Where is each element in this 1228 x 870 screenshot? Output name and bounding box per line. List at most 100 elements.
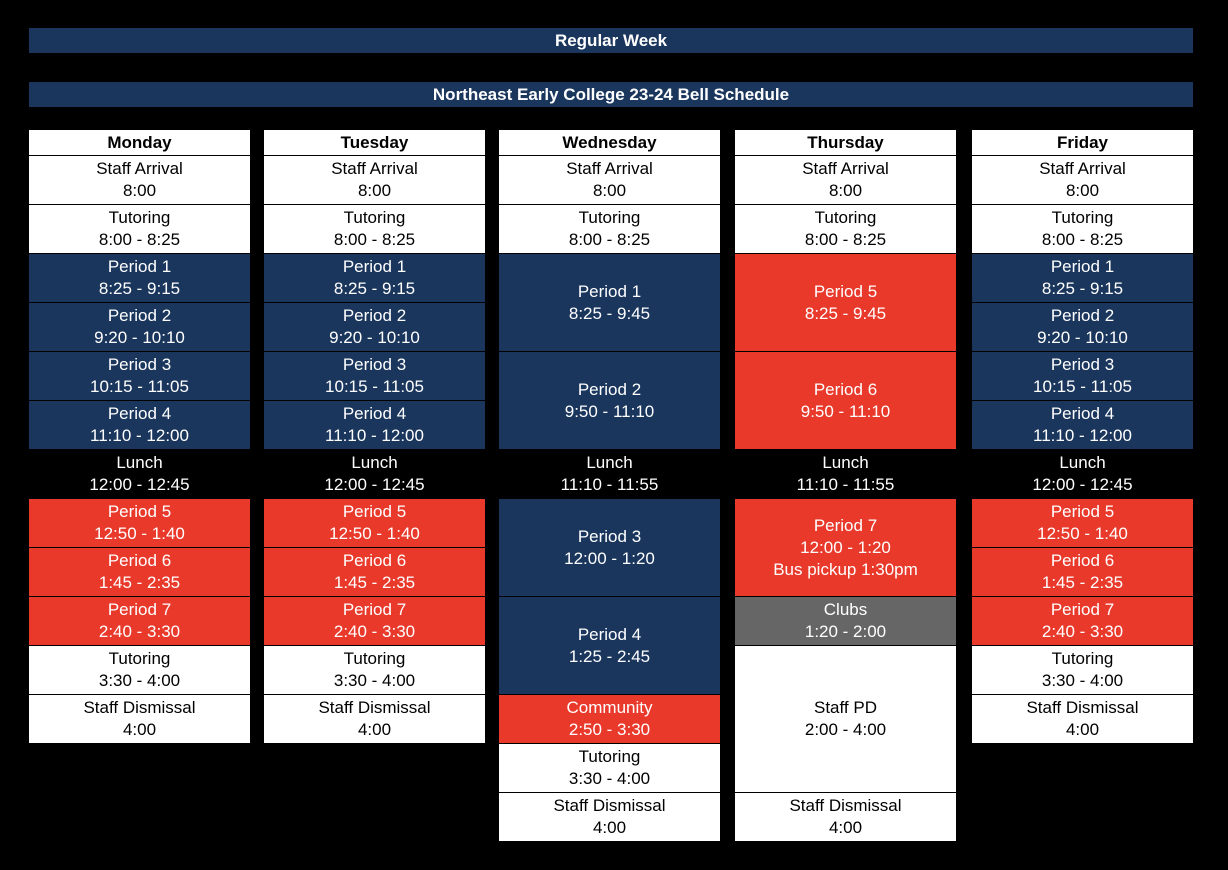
block-time: 8:25 - 9:15 — [333, 279, 416, 298]
block-label: Period 3 — [577, 526, 642, 546]
day-column-tuesday: Tuesday Staff Arrival 8:00 Tutoring 8:00 - 8… — [264, 130, 485, 744]
block-label: Period 3 — [107, 355, 172, 374]
block-time: 8:25 - 9:45 — [804, 303, 887, 323]
block-label: Tutoring — [343, 649, 406, 668]
block-time: 8:00 - 8:25 — [1041, 230, 1124, 249]
block-time: 2:40 - 3:30 — [1041, 622, 1124, 641]
block-time: 8:00 - 8:25 — [98, 230, 181, 249]
schedule-block: Tutoring 8:00 - 8:25 — [29, 205, 250, 254]
block-time: 8:25 - 9:15 — [98, 279, 181, 298]
schedule-block: Period 2 9:20 - 10:10 — [264, 303, 485, 352]
schedule-block: Staff Arrival 8:00 — [264, 156, 485, 205]
block-time: 11:10 - 11:55 — [796, 475, 895, 494]
block-time: 4:00 — [122, 720, 157, 739]
schedule-block: Period 4 11:10 - 12:00 — [972, 401, 1193, 450]
block-label: Tutoring — [578, 208, 641, 227]
block-label: Staff Dismissal — [789, 796, 902, 815]
block-label: Tutoring — [1051, 649, 1114, 668]
schedule-block: Period 2 9:50 - 11:10 — [499, 352, 720, 450]
schedule-block: Period 4 1:25 - 2:45 — [499, 597, 720, 695]
block-label: Staff Arrival — [566, 159, 653, 178]
schedule-block: Period 3 10:15 - 11:05 — [972, 352, 1193, 401]
block-label: Period 4 — [107, 404, 172, 423]
block-time: 8:00 — [828, 181, 863, 200]
schedule-block: Tutoring 3:30 - 4:00 — [499, 744, 720, 793]
block-label: Tutoring — [1051, 208, 1114, 227]
block-label: Period 1 — [107, 257, 172, 276]
block-time: 1:45 - 2:35 — [98, 573, 181, 592]
day-column-thursday: Thursday Staff Arrival 8:00 Tutoring 8:00 - … — [735, 130, 956, 842]
week-banner: Regular Week — [29, 28, 1193, 53]
schedule-block: Period 1 8:25 - 9:45 — [499, 254, 720, 352]
schedule-block: Period 1 8:25 - 9:15 — [29, 254, 250, 303]
block-time: 3:30 - 4:00 — [1041, 671, 1124, 690]
schedule-block: Period 6 9:50 - 11:10 — [735, 352, 956, 450]
block-label: Lunch — [351, 453, 398, 472]
block-label: Period 4 — [342, 404, 407, 423]
block-label: Period 5 — [342, 502, 407, 521]
block-label: Period 6 — [813, 379, 878, 399]
block-time: 2:00 - 4:00 — [804, 720, 887, 739]
block-label: Lunch — [586, 453, 633, 472]
day-header: Friday — [972, 130, 1193, 156]
schedule-title: Northeast Early College 23-24 Bell Sched… — [432, 84, 790, 104]
block-time: 2:50 - 3:30 — [568, 720, 651, 739]
block-label: Period 2 — [107, 306, 172, 325]
block-time: 4:00 — [357, 720, 392, 739]
block-time: 1:25 - 2:45 — [568, 646, 651, 666]
block-label: Period 7 — [1050, 600, 1115, 619]
block-time: Bus pickup 1:30pm — [773, 559, 918, 579]
schedule-block: Period 7 2:40 - 3:30 — [972, 597, 1193, 646]
block-time: 8:00 — [122, 181, 157, 200]
schedule-block: Period 3 10:15 - 11:05 — [29, 352, 250, 401]
block-label: Period 3 — [1050, 355, 1115, 374]
week-banner-label: Regular Week — [554, 30, 668, 50]
block-label: Period 6 — [342, 551, 407, 570]
schedule-block: Staff Arrival 8:00 — [29, 156, 250, 205]
block-time: 4:00 — [828, 818, 863, 837]
block-time: 3:30 - 4:00 — [98, 671, 181, 690]
block-label: Period 4 — [577, 624, 642, 644]
schedule-block: Tutoring 8:00 - 8:25 — [264, 205, 485, 254]
block-time: 1:45 - 2:35 — [1041, 573, 1124, 592]
schedule-title-banner: Northeast Early College 23-24 Bell Sched… — [29, 82, 1193, 107]
block-label: Tutoring — [108, 208, 171, 227]
block-time: 10:15 - 11:05 — [1033, 377, 1132, 396]
block-time: 8:00 - 8:25 — [804, 230, 887, 249]
day-header: Wednesday — [499, 130, 720, 156]
block-label: Lunch — [116, 453, 163, 472]
schedule-block: Period 3 12:00 - 1:20 — [499, 499, 720, 597]
block-time: 9:20 - 10:10 — [1037, 328, 1128, 347]
schedule-block: Staff Dismissal 4:00 — [264, 695, 485, 744]
block-label: Period 6 — [107, 551, 172, 570]
schedule-block: Tutoring 3:30 - 4:00 — [29, 646, 250, 695]
block-time: 10:15 - 11:05 — [325, 377, 424, 396]
block-label: Period 7 — [107, 600, 172, 619]
block-label: Period 2 — [1050, 306, 1115, 325]
block-time: 3:30 - 4:00 — [333, 671, 416, 690]
block-label: Staff Arrival — [96, 159, 183, 178]
block-label: Tutoring — [108, 649, 171, 668]
block-time: 9:50 - 11:10 — [564, 401, 655, 421]
block-time: 12:50 - 1:40 — [1037, 524, 1128, 543]
day-header: Monday — [29, 130, 250, 156]
block-label: Period 1 — [342, 257, 407, 276]
block-time: 9:20 - 10:10 — [329, 328, 420, 347]
schedule-block: Staff Dismissal 4:00 — [499, 793, 720, 842]
block-label: Lunch — [822, 453, 869, 472]
block-label: Tutoring — [578, 747, 641, 766]
block-time: 1:20 - 2:00 — [804, 622, 887, 641]
schedule-block: Staff PD 2:00 - 4:00 — [735, 646, 956, 793]
day-header: Thursday — [735, 130, 956, 156]
day-header: Tuesday — [264, 130, 485, 156]
block-time: 12:00 - 1:20 — [800, 537, 891, 557]
schedule-block: Lunch 12:00 - 12:45 — [972, 450, 1193, 499]
schedule-block: Period 3 10:15 - 11:05 — [264, 352, 485, 401]
schedule-block: Staff Dismissal 4:00 — [972, 695, 1193, 744]
schedule-block: Lunch 12:00 - 12:45 — [29, 450, 250, 499]
block-time: 12:50 - 1:40 — [94, 524, 185, 543]
block-label: Staff Dismissal — [1026, 698, 1139, 717]
schedule-block: Period 7 2:40 - 3:30 — [264, 597, 485, 646]
block-time: 9:50 - 11:10 — [800, 401, 891, 421]
schedule-block: Clubs 1:20 - 2:00 — [735, 597, 956, 646]
